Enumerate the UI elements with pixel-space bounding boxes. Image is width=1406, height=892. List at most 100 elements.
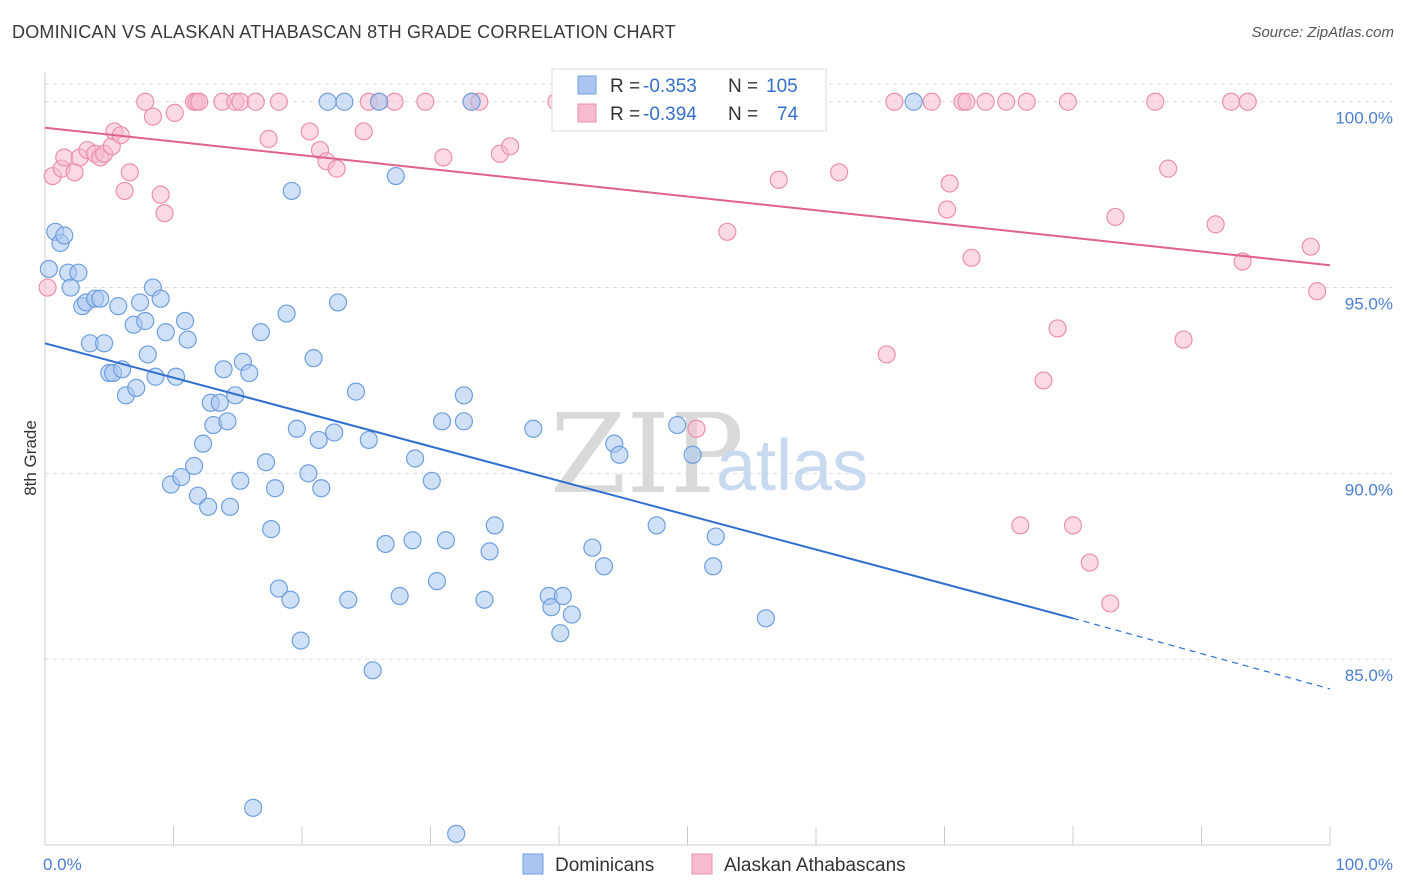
dominican-point	[403, 531, 422, 550]
legend-box: R = -0.353 N = 105 R = -0.394 N = 74	[551, 68, 827, 132]
dominican-point	[299, 464, 318, 483]
bottom-legend-athabascans-swatch	[691, 853, 713, 875]
athabascan-point	[1301, 237, 1320, 256]
dominican-point	[339, 590, 358, 609]
bottom-legend-athabascans-label: Alaskan Athabascans	[724, 855, 906, 876]
y-axis-label: 8th Grade	[21, 420, 40, 496]
athabascan-point	[962, 248, 981, 267]
chart-title: DOMINICAN VS ALASKAN ATHABASCAN 8TH GRAD…	[12, 22, 676, 42]
athabascan-point	[155, 204, 174, 223]
dominican-point	[178, 330, 197, 349]
dominican-point	[328, 293, 348, 312]
watermark-zip: ZIP	[550, 390, 744, 518]
dominican-point	[454, 386, 474, 405]
dominican-point	[218, 412, 237, 431]
dominican-point	[172, 467, 191, 487]
dominican-point	[480, 542, 499, 561]
athabascan-point	[269, 92, 288, 111]
athabascan-point	[718, 222, 737, 241]
dominican-point	[256, 453, 276, 472]
y-tick-label: 85.0%	[1345, 666, 1393, 685]
dominican-point	[184, 456, 204, 476]
dominican-point	[220, 497, 240, 516]
dominican-point	[553, 586, 572, 606]
dominican-point	[281, 590, 300, 609]
legend-pink-r-label: R =	[610, 104, 640, 125]
dominican-point	[359, 430, 378, 450]
athabascan-point	[1063, 516, 1083, 535]
y-tick-label: 95.0%	[1345, 295, 1393, 314]
dominican-point	[210, 393, 229, 412]
dominican-point	[562, 605, 581, 624]
dominican-point	[109, 297, 128, 316]
trend-lines	[44, 126, 1331, 690]
athabascan-point	[1011, 516, 1030, 535]
dominican-point	[436, 531, 456, 550]
athabascan-point	[940, 174, 959, 193]
dominican-point	[318, 92, 337, 111]
legend-blue-swatch	[577, 75, 597, 95]
dominican-point	[370, 92, 389, 111]
athabascan-point	[1034, 371, 1053, 390]
athabascan-point	[1080, 553, 1099, 572]
athabascan-point	[55, 148, 74, 167]
dominican-point	[485, 516, 504, 535]
dominican-point	[269, 579, 288, 598]
y-tick-label: 100.0%	[1335, 109, 1393, 128]
dominican-point	[325, 423, 344, 442]
dominican-point	[91, 289, 110, 308]
dominican-point	[668, 415, 687, 435]
dominican-point	[138, 345, 157, 364]
dominican-point	[610, 445, 629, 464]
athabascan-point	[937, 200, 957, 219]
dominican-point	[386, 166, 405, 186]
dominican-point	[312, 479, 331, 498]
dominican-point	[704, 557, 723, 576]
dominican-point	[136, 311, 155, 331]
athabascan-point	[687, 419, 706, 438]
dominican-point	[251, 323, 270, 342]
athabascan-point	[769, 170, 788, 189]
dominican-point	[240, 363, 259, 383]
athabascan-point	[922, 92, 941, 111]
athabascan-point	[957, 92, 976, 111]
athabascan-point	[1106, 207, 1125, 227]
athabascans-trend-line	[44, 126, 1331, 267]
athabascan-point	[115, 181, 134, 201]
dominican-point	[706, 527, 725, 546]
dominican-point	[287, 419, 306, 438]
athabascan-point	[1048, 319, 1067, 338]
dominican-point	[462, 92, 481, 111]
bottom-legend-dominicans-label: Dominicans	[555, 855, 654, 876]
source-label: Source: ZipAtlas.com	[1251, 24, 1394, 41]
dominican-point	[432, 412, 452, 431]
athabascan-point	[136, 92, 155, 111]
legend-pink-r-value: -0.394	[643, 104, 697, 125]
dominican-point	[475, 590, 494, 609]
dominican-point	[904, 92, 923, 111]
legend-blue-r-value: -0.353	[643, 76, 697, 97]
dominican-point	[130, 293, 150, 312]
dominican-point	[335, 92, 354, 111]
athabascan-point	[885, 92, 904, 111]
dominican-point	[756, 609, 775, 628]
dominican-point	[304, 349, 323, 368]
dominican-point	[226, 386, 245, 405]
athabascan-point	[877, 345, 896, 364]
athabascan-point	[1308, 282, 1327, 301]
watermark-atlas: atlas	[716, 426, 868, 506]
dominican-point	[405, 449, 425, 468]
dominicans-trend-extension	[1072, 617, 1331, 690]
dominican-point	[188, 486, 208, 505]
athabascan-point	[246, 92, 265, 111]
dominican-point	[265, 479, 285, 498]
dominican-point	[542, 598, 561, 617]
dominican-point	[376, 534, 395, 554]
athabascan-point	[259, 129, 278, 148]
athabascan-point	[120, 163, 139, 182]
athabascan-point	[385, 92, 404, 111]
dominican-point	[175, 311, 195, 331]
athabascan-point	[38, 278, 57, 297]
dominican-point	[277, 304, 296, 323]
athabascan-point	[416, 92, 435, 111]
